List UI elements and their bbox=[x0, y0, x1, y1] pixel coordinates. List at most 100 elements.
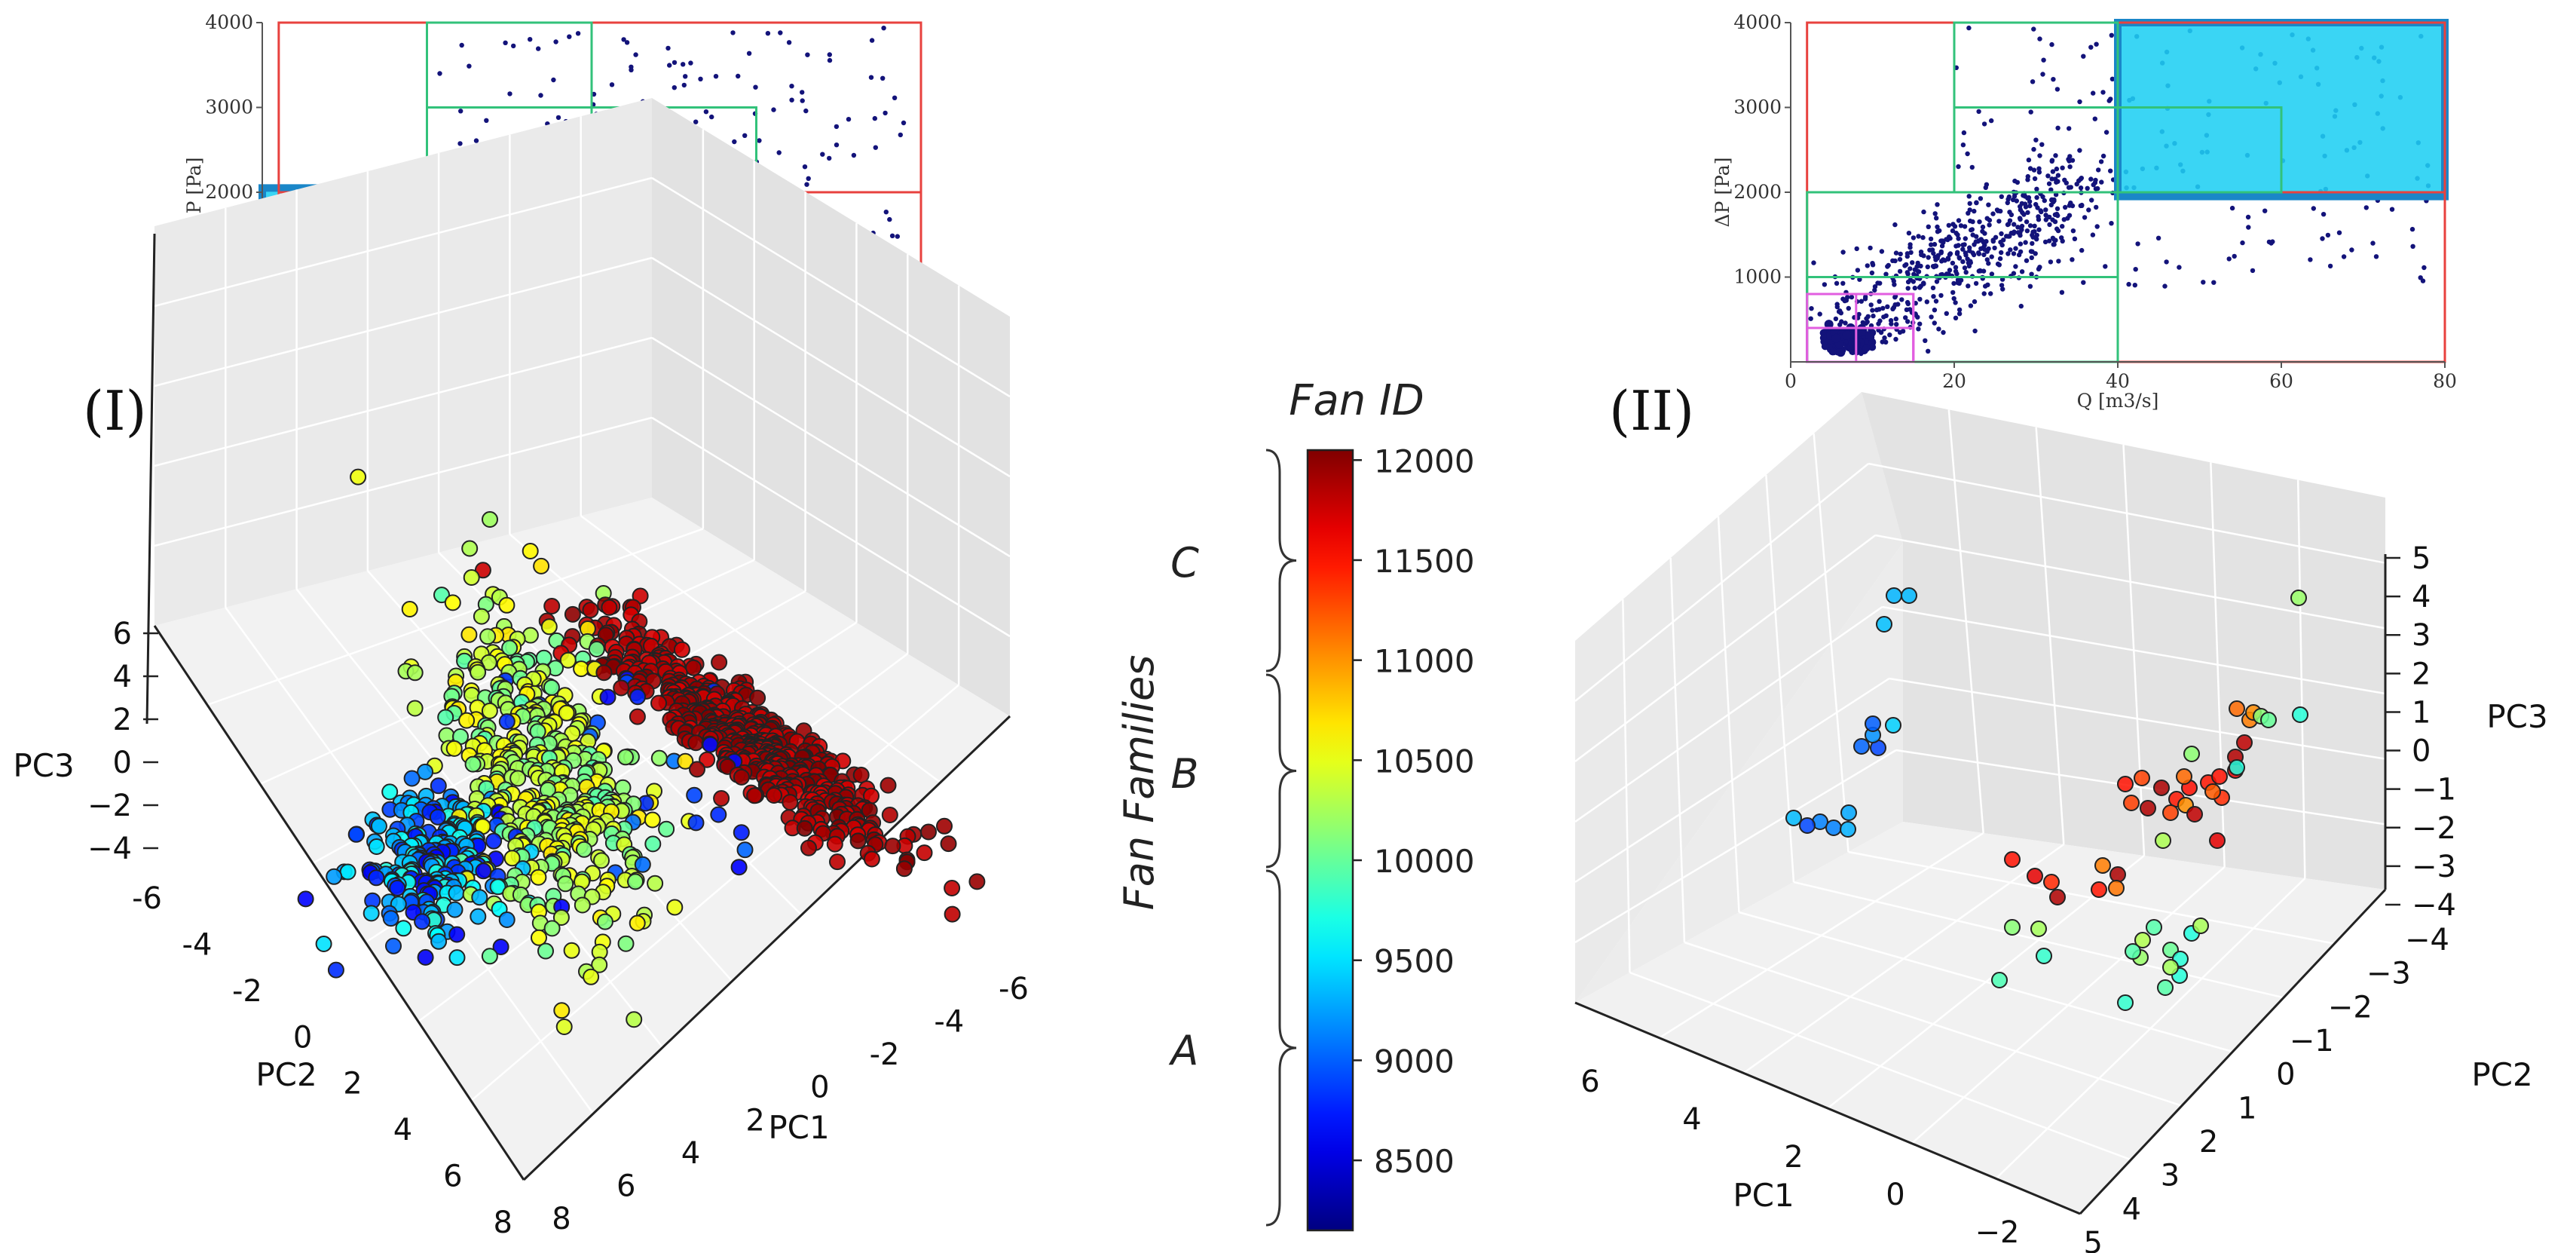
data-point bbox=[1977, 219, 1982, 225]
data-point bbox=[2040, 72, 2045, 77]
data-point bbox=[1914, 264, 1920, 269]
data-point bbox=[2081, 280, 2086, 285]
data-point bbox=[1915, 260, 1920, 266]
z-tick-label: 4 bbox=[113, 660, 132, 694]
colorbar-tick-label: 11000 bbox=[1374, 643, 1475, 680]
data-point bbox=[1950, 228, 1956, 234]
data-point bbox=[2055, 173, 2061, 178]
data-point bbox=[2012, 178, 2018, 184]
data-point bbox=[2027, 283, 2033, 289]
data-point bbox=[2095, 185, 2100, 191]
data-point bbox=[1868, 343, 1877, 351]
data-point bbox=[2109, 32, 2114, 38]
data-point bbox=[1999, 194, 2004, 199]
data-point bbox=[1963, 270, 1969, 275]
y-tick-label: 3000 bbox=[1733, 97, 1782, 118]
data-point bbox=[1945, 256, 1951, 262]
data-point bbox=[1910, 260, 1915, 265]
data-point bbox=[1912, 285, 1917, 291]
data-point bbox=[1908, 266, 1913, 271]
data-point bbox=[2027, 203, 2033, 209]
data-point-3d bbox=[677, 752, 694, 770]
data-point-3d bbox=[2117, 776, 2134, 792]
data-point bbox=[1945, 237, 1950, 243]
data-point bbox=[1998, 240, 2003, 245]
data-point bbox=[2048, 187, 2054, 192]
data-point-3d bbox=[2153, 780, 2170, 796]
data-point bbox=[834, 142, 840, 148]
data-point-3d bbox=[1840, 804, 1857, 821]
x-tick-label: 40 bbox=[2106, 370, 2130, 392]
data-point bbox=[1939, 259, 1944, 264]
data-point bbox=[1893, 316, 1898, 322]
data-point bbox=[2070, 228, 2076, 234]
data-point bbox=[1920, 234, 1926, 240]
data-point-3d bbox=[685, 659, 702, 676]
scatter-points-II bbox=[1808, 25, 2431, 357]
grid-line bbox=[1669, 557, 1686, 943]
data-point bbox=[2034, 195, 2039, 201]
data-point bbox=[1824, 320, 1834, 329]
data-point bbox=[1962, 265, 1968, 271]
data-point bbox=[2070, 158, 2076, 163]
data-point bbox=[1933, 299, 1939, 304]
colorbar-tick-label: 12000 bbox=[1374, 443, 1475, 479]
data-point bbox=[2077, 148, 2082, 153]
grid-line bbox=[1875, 534, 2386, 630]
data-point bbox=[1811, 260, 1816, 265]
data-point bbox=[2072, 236, 2078, 241]
data-point bbox=[2246, 225, 2251, 230]
data-point bbox=[2007, 218, 2013, 223]
data-point bbox=[2049, 158, 2055, 163]
data-point bbox=[2320, 236, 2325, 241]
data-point bbox=[553, 39, 558, 44]
data-point bbox=[2022, 194, 2028, 199]
data-point bbox=[1822, 282, 1828, 287]
data-point-3d bbox=[543, 679, 560, 696]
data-point bbox=[2091, 90, 2096, 96]
data-point-3d bbox=[444, 594, 461, 611]
data-point bbox=[2005, 222, 2011, 228]
data-point-3d bbox=[746, 787, 763, 804]
z-tick-label: 1 bbox=[2412, 695, 2431, 730]
z-tick-label: −3 bbox=[2412, 850, 2456, 884]
data-point bbox=[683, 74, 688, 79]
data-point bbox=[2089, 198, 2094, 203]
data-point bbox=[2031, 146, 2036, 152]
data-point bbox=[2201, 280, 2206, 285]
data-point bbox=[1966, 194, 1972, 199]
x-axis-label: PC1 bbox=[1733, 1177, 1794, 1214]
data-point-3d bbox=[2049, 889, 2066, 905]
data-point-3d bbox=[583, 968, 600, 985]
y-tick-label: 6 bbox=[443, 1160, 462, 1194]
axis-pc2 bbox=[2079, 888, 2387, 1215]
data-point-3d bbox=[595, 664, 613, 682]
points-II bbox=[1785, 587, 2308, 1011]
data-point-3d bbox=[629, 914, 646, 932]
data-point-3d bbox=[446, 901, 463, 918]
data-point bbox=[1947, 268, 1953, 273]
family-b-label: B bbox=[1170, 750, 1198, 798]
data-point bbox=[1849, 294, 1855, 300]
data-point bbox=[1967, 201, 1972, 207]
data-point bbox=[2308, 257, 2313, 262]
data-point-3d bbox=[880, 777, 897, 794]
data-point-3d bbox=[543, 920, 561, 937]
data-point bbox=[1978, 268, 1984, 274]
data-point bbox=[1969, 164, 1975, 170]
data-point bbox=[2349, 247, 2354, 253]
z-tick-label: 0 bbox=[113, 746, 132, 780]
grid-line bbox=[1622, 599, 1631, 973]
data-point-3d bbox=[297, 890, 314, 908]
y-tick-label: 4000 bbox=[205, 11, 253, 33]
data-point-3d bbox=[385, 937, 402, 954]
data-point bbox=[2070, 257, 2075, 262]
data-point-3d bbox=[2183, 746, 2200, 762]
data-point bbox=[2032, 228, 2037, 234]
data-point bbox=[1906, 231, 1912, 236]
data-point bbox=[789, 97, 794, 103]
fan-families-label: Fan Families bbox=[1115, 655, 1163, 911]
data-point bbox=[2041, 57, 2046, 63]
x-tick-label: 6 bbox=[616, 1169, 635, 1203]
data-point-3d bbox=[389, 879, 406, 896]
